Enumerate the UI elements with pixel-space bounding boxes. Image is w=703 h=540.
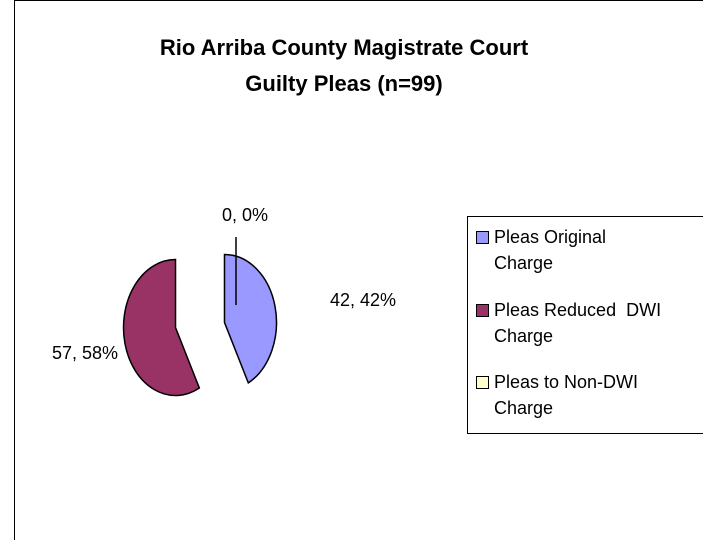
legend-swatch-original — [476, 231, 489, 244]
chart-title-line-2: Guilty Pleas (n=99) — [245, 71, 443, 96]
legend: Pleas Original Charge Pleas Reduced DWI Ch… — [467, 216, 703, 434]
chart-title: Rio Arriba County Magistrate Court Guilt… — [24, 30, 664, 102]
chart-area — [14, 0, 703, 540]
pie-chart — [122, 237, 278, 397]
pie-slice-reduced — [122, 258, 201, 397]
pie-slice-original — [223, 253, 278, 385]
chart-title-line-1: Rio Arriba County Magistrate Court — [159, 35, 529, 60]
data-label-non-dwi: 0, 0% — [222, 205, 269, 225]
legend-swatch-reduced — [476, 304, 489, 317]
legend-label-non-dwi: Pleas to Non-DWI Charge — [494, 372, 639, 418]
legend-swatch-non-dwi — [476, 376, 489, 389]
legend-label-original: Pleas Original Charge — [494, 227, 607, 273]
legend-label-reduced: Pleas Reduced DWI Charge — [494, 300, 662, 346]
data-label-original: 42, 42% — [330, 290, 397, 310]
data-label-reduced: 57, 58% — [52, 343, 119, 363]
